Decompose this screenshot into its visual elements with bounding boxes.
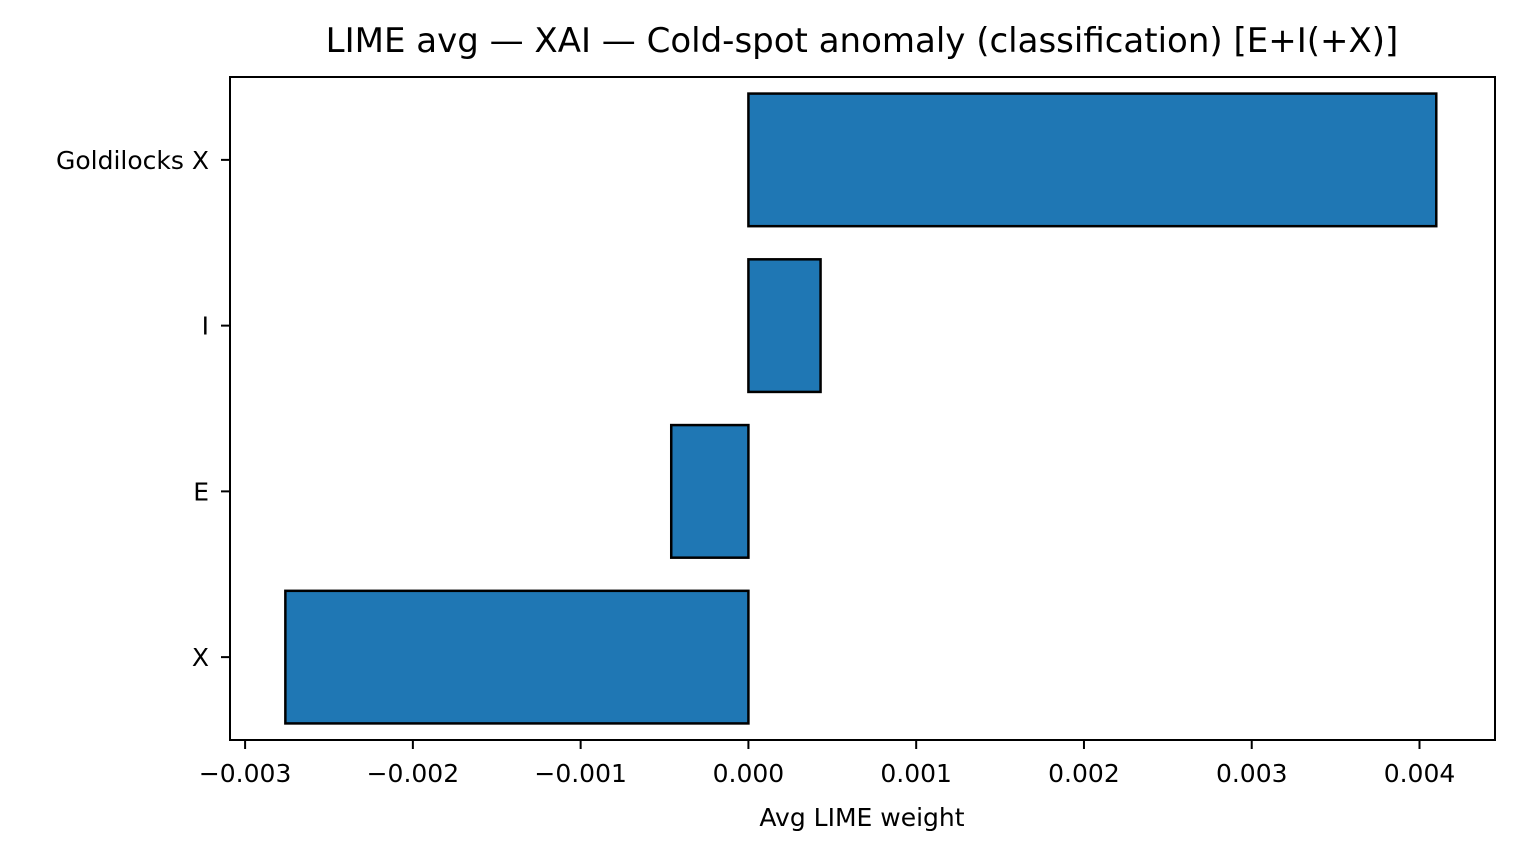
x-tick-label: 0.003 bbox=[1216, 759, 1288, 788]
x-axis-label: Avg LIME weight bbox=[759, 803, 964, 832]
bar-goldilocks-x bbox=[747, 92, 1438, 228]
y-tick-label: I bbox=[202, 312, 209, 341]
chart-title: LIME avg — XAI — Cold-spot anomaly (clas… bbox=[326, 21, 1399, 61]
bar-i bbox=[747, 258, 822, 394]
x-tick-label: −0.001 bbox=[534, 759, 627, 788]
x-tick-label: 0.004 bbox=[1384, 759, 1456, 788]
x-tick-label: −0.003 bbox=[199, 759, 292, 788]
x-axis: −0.003 −0.002 −0.001 0.000 0.001 0.002 0.003 0.… bbox=[199, 740, 1455, 788]
y-tick-label: E bbox=[193, 477, 209, 506]
y-axis: Goldilocks X I E X bbox=[56, 146, 230, 672]
y-tick-label: X bbox=[192, 643, 209, 672]
bars-group bbox=[284, 92, 1438, 725]
bar-x bbox=[284, 589, 750, 725]
x-tick-label: −0.002 bbox=[367, 759, 460, 788]
bar-e bbox=[669, 423, 750, 559]
y-tick-label: Goldilocks X bbox=[56, 146, 209, 175]
x-tick-label: 0.001 bbox=[880, 759, 952, 788]
x-tick-label: 0.002 bbox=[1048, 759, 1120, 788]
x-tick-label: 0.000 bbox=[713, 759, 785, 788]
plot-frame bbox=[229, 76, 1496, 741]
